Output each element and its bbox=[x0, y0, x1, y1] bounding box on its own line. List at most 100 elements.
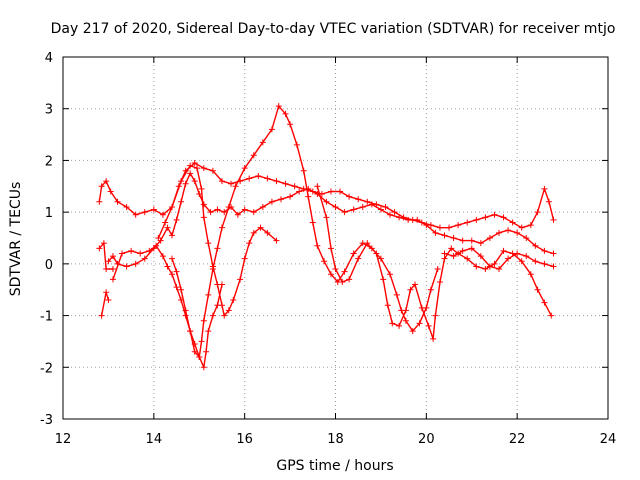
data-point bbox=[169, 232, 175, 239]
data-point bbox=[293, 141, 300, 148]
data-point bbox=[241, 165, 248, 172]
data-point bbox=[268, 198, 275, 205]
data-point bbox=[332, 203, 339, 210]
data-point bbox=[541, 247, 548, 254]
data-point bbox=[250, 152, 257, 159]
data-point bbox=[173, 216, 180, 223]
data-point bbox=[396, 214, 403, 221]
data-point bbox=[523, 235, 530, 241]
series-track-2 bbox=[96, 240, 116, 273]
y-tick-label: 1 bbox=[45, 206, 53, 221]
data-point bbox=[173, 268, 180, 275]
data-point bbox=[518, 224, 525, 231]
grid-layer bbox=[63, 57, 608, 419]
data-point bbox=[268, 126, 275, 133]
data-point bbox=[427, 286, 434, 293]
data-point bbox=[327, 245, 334, 252]
series-line bbox=[171, 105, 439, 358]
data-point bbox=[393, 291, 400, 298]
y-tick-label: 4 bbox=[45, 51, 53, 66]
data-point bbox=[257, 224, 264, 231]
data-point bbox=[221, 312, 228, 319]
data-point bbox=[259, 139, 266, 146]
data-point bbox=[355, 196, 362, 203]
data-point bbox=[414, 216, 421, 223]
data-point bbox=[162, 219, 169, 226]
data-point bbox=[550, 216, 557, 223]
data-point bbox=[509, 219, 516, 226]
x-tick-label: 18 bbox=[327, 432, 344, 447]
data-point bbox=[532, 242, 539, 249]
data-point bbox=[275, 103, 282, 110]
data-point bbox=[109, 266, 116, 273]
data-point bbox=[327, 188, 334, 195]
data-point bbox=[103, 178, 110, 185]
data-point bbox=[232, 183, 239, 190]
data-point bbox=[228, 180, 235, 187]
y-axis-label: SDTVAR / TECUs bbox=[8, 182, 24, 297]
series-track-1 bbox=[98, 289, 112, 319]
data-point bbox=[187, 170, 194, 177]
data-point bbox=[150, 206, 157, 213]
data-point bbox=[218, 178, 225, 185]
data-point bbox=[164, 224, 171, 231]
data-point bbox=[534, 286, 541, 293]
data-point bbox=[255, 172, 262, 179]
data-point bbox=[203, 348, 210, 355]
data-point bbox=[459, 237, 466, 244]
data-point bbox=[436, 224, 443, 231]
data-point bbox=[373, 250, 380, 257]
data-point bbox=[432, 312, 439, 319]
data-point bbox=[468, 237, 475, 244]
data-point bbox=[153, 242, 160, 249]
data-point bbox=[169, 203, 175, 210]
data-point bbox=[105, 297, 112, 304]
data-point bbox=[523, 253, 530, 260]
series-line bbox=[157, 164, 277, 317]
data-point bbox=[532, 258, 539, 265]
data-point bbox=[132, 211, 139, 218]
data-point bbox=[346, 193, 353, 200]
data-point bbox=[382, 203, 389, 210]
data-point bbox=[191, 160, 198, 167]
data-point bbox=[173, 284, 180, 291]
data-point bbox=[214, 281, 221, 288]
data-point bbox=[389, 320, 396, 327]
data-point bbox=[300, 167, 307, 174]
data-point bbox=[287, 121, 294, 128]
data-point bbox=[441, 255, 448, 262]
data-point bbox=[287, 193, 294, 200]
data-point bbox=[178, 178, 185, 185]
data-point bbox=[505, 255, 512, 262]
data-point bbox=[159, 253, 166, 260]
data-point bbox=[411, 281, 418, 288]
data-point bbox=[323, 198, 330, 205]
data-point bbox=[264, 175, 271, 182]
data-point bbox=[418, 304, 425, 311]
data-point bbox=[141, 255, 148, 262]
data-point bbox=[225, 307, 232, 314]
data-point bbox=[209, 312, 216, 319]
data-point bbox=[346, 276, 353, 283]
data-point bbox=[402, 307, 409, 314]
data-point bbox=[314, 242, 321, 249]
data-point bbox=[534, 209, 541, 216]
data-point bbox=[350, 206, 357, 213]
data-point bbox=[200, 364, 207, 371]
data-point bbox=[123, 203, 130, 210]
data-point bbox=[477, 240, 484, 247]
data-point bbox=[496, 266, 502, 273]
y-tick-label: -2 bbox=[40, 361, 53, 376]
data-point bbox=[527, 271, 534, 278]
data-point bbox=[218, 302, 225, 309]
data-point bbox=[402, 317, 409, 324]
data-point bbox=[246, 240, 253, 247]
data-point bbox=[198, 338, 205, 345]
data-point bbox=[541, 299, 548, 306]
data-point bbox=[250, 209, 257, 216]
data-point bbox=[237, 276, 244, 283]
data-point bbox=[209, 266, 216, 273]
y-tick-label: -3 bbox=[40, 413, 53, 428]
data-point bbox=[178, 198, 185, 205]
data-point bbox=[128, 247, 135, 254]
